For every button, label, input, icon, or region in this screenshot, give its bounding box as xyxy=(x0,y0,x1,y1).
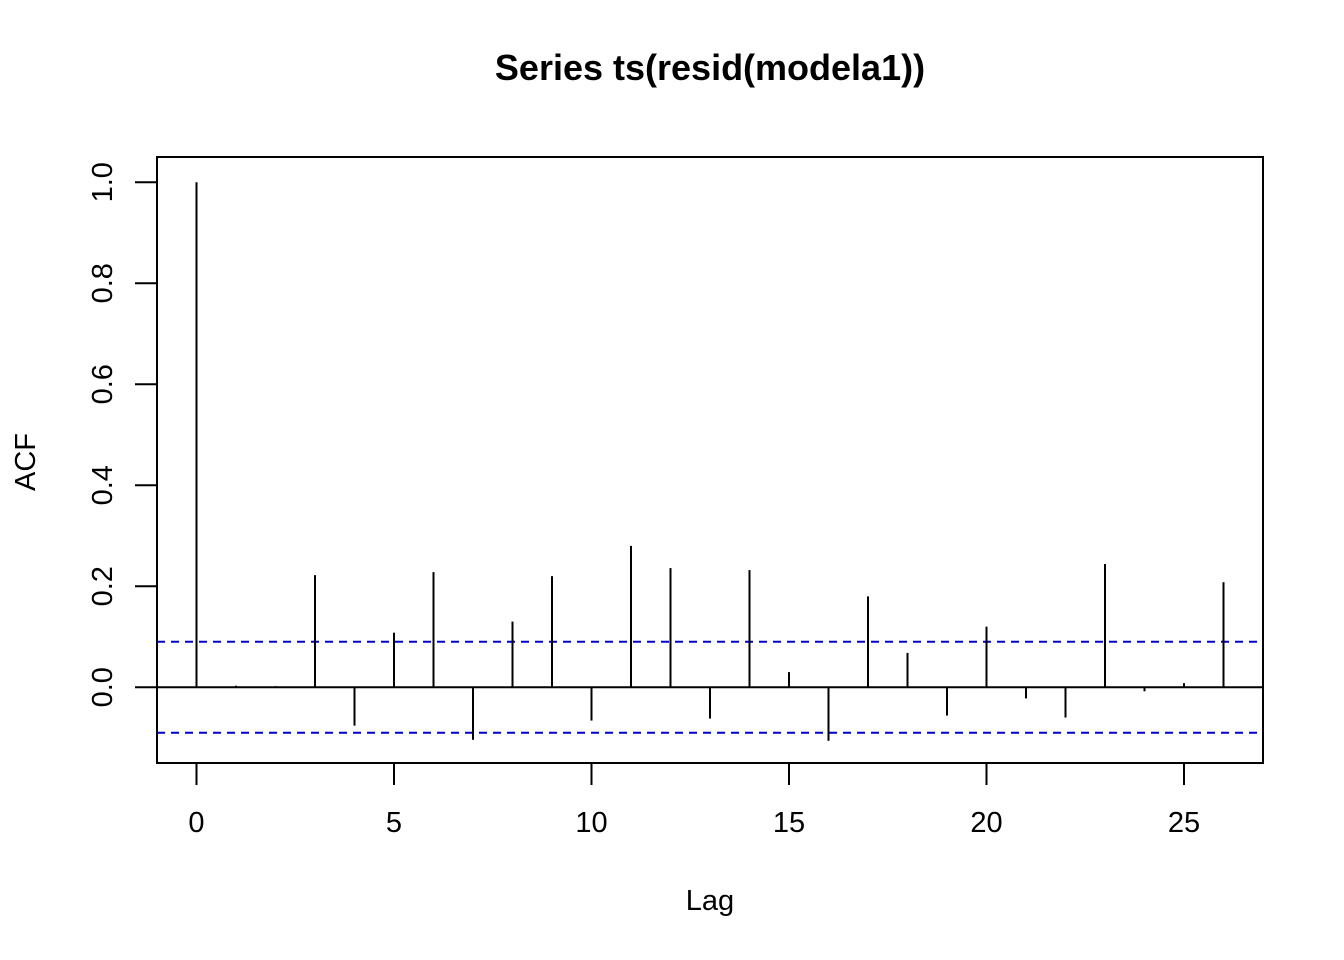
y-axis-label: ACF xyxy=(10,433,42,491)
y-tick-label: 0.6 xyxy=(87,364,119,404)
x-tick-label: 0 xyxy=(188,807,204,839)
x-tick-label: 25 xyxy=(1168,807,1200,839)
chart-marks: 0 5 10 15 20 25 0.0 0.2 0.4 0.6 0.8 1.0 xyxy=(87,162,1263,839)
y-tick-label: 0.4 xyxy=(87,465,119,505)
y-tick-label: 0.8 xyxy=(87,263,119,303)
x-tick-label: 10 xyxy=(575,807,607,839)
y-tick-label: 0.0 xyxy=(87,667,119,707)
chart-title: Series ts(resid(modela1)) xyxy=(495,47,925,88)
x-tick-label: 15 xyxy=(773,807,805,839)
x-axis-label: Lag xyxy=(686,885,734,917)
y-tick-label: 1.0 xyxy=(87,162,119,202)
x-tick-label: 5 xyxy=(386,807,402,839)
plot-frame xyxy=(156,156,1264,764)
x-tick-label: 20 xyxy=(970,807,1002,839)
y-tick-label: 0.2 xyxy=(87,566,119,606)
